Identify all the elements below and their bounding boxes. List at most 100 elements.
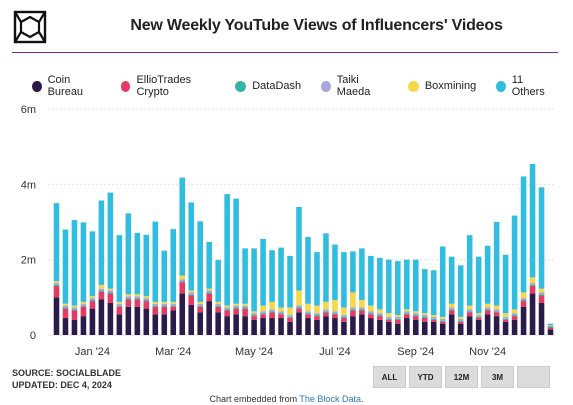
embed-suffix: .	[360, 394, 364, 404]
bar-segment-elliotrades-crypto	[98, 291, 105, 300]
bar-segment-coin-bureau	[296, 312, 302, 335]
legend-item-boxmining[interactable]: Boxmining	[407, 80, 477, 92]
bar-segment-11-others	[170, 229, 177, 302]
bar-segment-coin-bureau	[215, 312, 221, 335]
legend-item-11-others[interactable]: 11 Others	[496, 74, 553, 98]
bar-segment-boxmining	[89, 296, 96, 299]
legend-item-taiki-maeda[interactable]: Taiki Maeda	[321, 74, 388, 98]
bar-segment-coin-bureau	[134, 306, 141, 335]
bar-segment-taiki-maeda	[215, 303, 221, 306]
bar-segment-datadash	[520, 299, 527, 302]
bar-segment-11-others	[161, 250, 168, 302]
bar-segment-coin-bureau	[404, 318, 410, 335]
bar-segment-datadash	[296, 307, 302, 309]
bar-segment-coin-bureau	[53, 297, 60, 335]
bar-segment-elliotrades-crypto	[475, 318, 482, 320]
bar-segment-coin-bureau	[395, 323, 401, 335]
the-block-data-link[interactable]: The Block Data	[299, 394, 361, 404]
bar-segment-elliotrades-crypto	[251, 316, 257, 320]
legend-item-elliotrades-crypto[interactable]: EllioTrades Crypto	[120, 74, 215, 98]
bar-segment-boxmining	[538, 288, 545, 293]
bar-segment-11-others	[188, 202, 195, 291]
bar-segment-elliotrades-crypto	[314, 316, 320, 320]
bar-segment-taiki-maeda	[98, 288, 105, 291]
bar-segment-taiki-maeda	[233, 305, 239, 308]
x-tick-label: Nov '24	[469, 346, 506, 358]
bar-segment-datadash	[242, 307, 248, 309]
bar-segment-elliotrades-crypto	[529, 286, 536, 294]
bar-segment-taiki-maeda	[269, 309, 275, 312]
bar-segment-boxmining	[197, 301, 203, 304]
bar-segment-coin-bureau	[368, 318, 374, 335]
bar-segment-datadash	[152, 305, 159, 307]
bar-segment-taiki-maeda	[502, 316, 509, 319]
bar-segment-elliotrades-crypto	[278, 314, 284, 319]
bar-segment-boxmining	[377, 309, 383, 314]
bar-segment-taiki-maeda	[368, 311, 374, 314]
bar-segment-taiki-maeda	[197, 303, 203, 306]
source-line: SOURCE: SOCIALBLADE	[12, 368, 122, 378]
title-divider	[12, 52, 558, 53]
bar-segment-elliotrades-crypto	[386, 319, 392, 322]
bar-segment-datadash	[439, 320, 446, 322]
range-all-button[interactable]: ALL	[373, 366, 406, 388]
bar-segment-taiki-maeda	[341, 315, 347, 317]
bar-segment-taiki-maeda	[251, 313, 257, 316]
range-3m-button[interactable]: 3M	[481, 366, 514, 388]
bar-segment-datadash	[269, 311, 275, 313]
bar-segment-elliotrades-crypto	[466, 312, 473, 317]
bar-segment-taiki-maeda	[107, 290, 114, 293]
embed-note: Chart embedded from The Block Data.	[0, 394, 573, 404]
bar-segment-elliotrades-crypto	[502, 319, 509, 322]
bar-segment-coin-bureau	[529, 293, 536, 335]
bar-segment-taiki-maeda	[493, 309, 500, 312]
bar-segment-taiki-maeda	[484, 307, 491, 310]
bar-segment-boxmining	[143, 296, 150, 299]
bar-segment-datadash	[179, 281, 186, 283]
bar-segment-elliotrades-crypto	[170, 306, 177, 311]
range-ytd-button[interactable]: YTD	[409, 366, 442, 388]
bar-segment-boxmining	[224, 305, 230, 308]
legend-item-datadash[interactable]: DataDash	[235, 80, 301, 92]
x-tick-label: Mar '24	[155, 346, 191, 358]
bar-segment-datadash	[224, 309, 230, 311]
bar-segment-11-others	[242, 248, 248, 304]
bar-segment-11-others	[493, 222, 500, 306]
legend-label: Boxmining	[424, 80, 477, 92]
bar-segment-datadash	[233, 307, 239, 309]
bar-segment-datadash	[116, 305, 123, 307]
bar-segment-taiki-maeda	[80, 303, 87, 306]
bar-segment-taiki-maeda	[278, 311, 284, 314]
bar-segment-datadash	[98, 290, 105, 292]
range-12m-button[interactable]: 12M	[445, 366, 478, 388]
bar-segment-coin-bureau	[547, 329, 554, 335]
bar-segment-elliotrades-crypto	[134, 299, 141, 307]
x-tick-label: Jan '24	[75, 346, 110, 358]
bar-segment-11-others	[412, 259, 419, 312]
bar-segment-elliotrades-crypto	[368, 314, 374, 319]
range-custom-button[interactable]	[517, 366, 550, 388]
bar-segment-boxmining	[206, 288, 212, 291]
bar-segment-elliotrades-crypto	[395, 319, 401, 324]
bar-segment-elliotrades-crypto	[215, 306, 221, 313]
bar-segment-11-others	[80, 222, 87, 302]
bar-segment-boxmining	[448, 303, 455, 308]
bar-segment-11-others	[89, 231, 96, 297]
bar-segment-11-others	[179, 177, 186, 276]
bar-segment-11-others	[314, 252, 320, 306]
bar-segment-coin-bureau	[116, 314, 123, 335]
bar-segment-11-others	[377, 257, 383, 310]
bar-segment-coin-bureau	[412, 319, 419, 335]
bar-segment-11-others	[457, 265, 464, 317]
bar-segment-coin-bureau	[287, 321, 293, 335]
bar-segment-11-others	[448, 256, 455, 304]
bar-segment-datadash	[359, 309, 365, 311]
bar-segment-boxmining	[502, 313, 509, 317]
bar-segment-taiki-maeda	[538, 292, 545, 295]
legend-item-coin-bureau[interactable]: Coin Bureau	[32, 74, 101, 98]
bar-segment-elliotrades-crypto	[520, 301, 527, 307]
bar-segment-taiki-maeda	[439, 318, 446, 321]
bar-segment-boxmining	[520, 292, 527, 299]
legend-label: Coin Bureau	[47, 74, 84, 98]
bar-segment-boxmining	[134, 294, 141, 297]
